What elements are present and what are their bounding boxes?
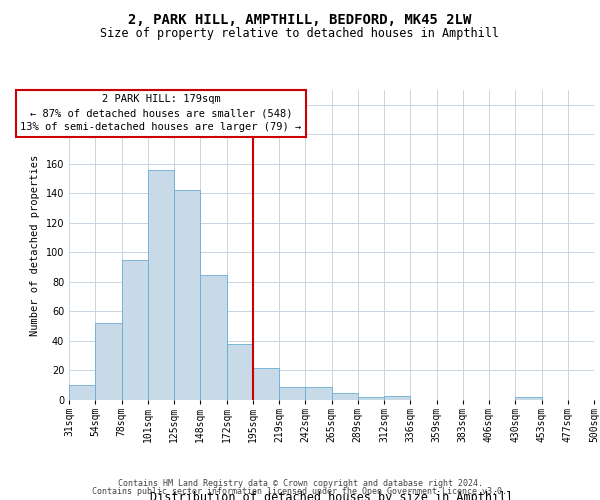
Text: 2 PARK HILL: 179sqm
← 87% of detached houses are smaller (548)
13% of semi-detac: 2 PARK HILL: 179sqm ← 87% of detached ho…: [20, 94, 302, 132]
Text: Size of property relative to detached houses in Ampthill: Size of property relative to detached ho…: [101, 28, 499, 40]
Bar: [331, 392, 358, 400]
Text: Contains public sector information licensed under the Open Government Licence v3: Contains public sector information licen…: [92, 487, 508, 496]
Bar: [200, 274, 227, 400]
Text: Contains HM Land Registry data © Crown copyright and database right 2024.: Contains HM Land Registry data © Crown c…: [118, 478, 482, 488]
Bar: [148, 170, 174, 400]
Bar: [358, 397, 384, 400]
Text: 2, PARK HILL, AMPTHILL, BEDFORD, MK45 2LW: 2, PARK HILL, AMPTHILL, BEDFORD, MK45 2L…: [128, 12, 472, 26]
Bar: [121, 260, 148, 400]
Bar: [95, 323, 121, 400]
Bar: [305, 386, 331, 400]
Bar: [174, 190, 200, 400]
Bar: [384, 396, 410, 400]
Bar: [515, 397, 542, 400]
Bar: [69, 385, 95, 400]
Bar: [279, 386, 305, 400]
X-axis label: Distribution of detached houses by size in Ampthill: Distribution of detached houses by size …: [150, 491, 513, 500]
Bar: [227, 344, 253, 400]
Bar: [253, 368, 279, 400]
Y-axis label: Number of detached properties: Number of detached properties: [30, 154, 40, 336]
